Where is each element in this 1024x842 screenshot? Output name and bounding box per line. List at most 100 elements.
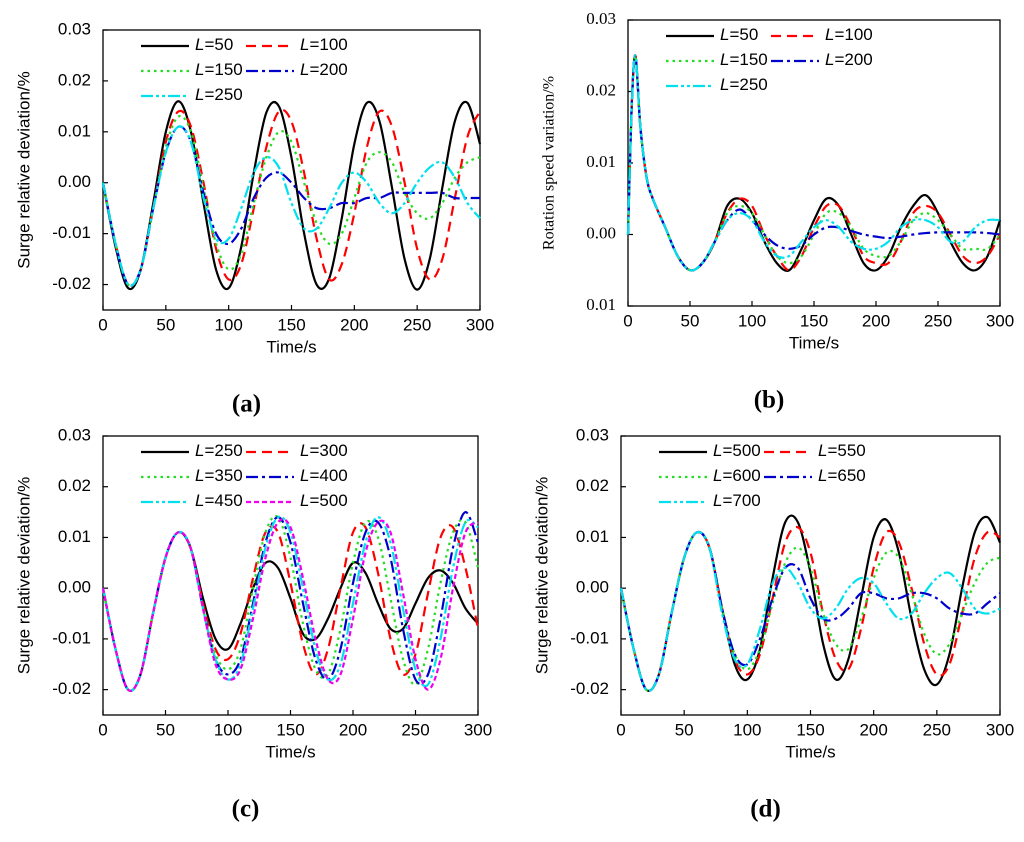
y-tick-label: 0.03 [58, 19, 91, 38]
legend-label: L=100 [300, 35, 348, 54]
x-tick-label: 200 [859, 720, 887, 739]
y-tick-label: 0.03 [576, 425, 609, 444]
x-tick-label: 50 [681, 311, 700, 330]
legend-label: L=450 [195, 491, 243, 510]
y-tick-label: 0.03 [586, 9, 616, 28]
y-tick-label: -0.02 [52, 679, 91, 698]
y-axis-label: Rotation speed variation/% [541, 76, 558, 250]
x-tick-label: 100 [214, 720, 242, 739]
plot-frame [627, 19, 1001, 307]
x-tick-label: 50 [675, 720, 694, 739]
y-tick-label: -0.01 [52, 628, 91, 647]
y-tick-label: 0.01 [586, 295, 616, 314]
x-tick-label: 250 [401, 720, 429, 739]
panel-label: (a) [232, 391, 261, 418]
y-tick-label: 0.03 [58, 425, 91, 444]
legend-label: L=400 [300, 466, 348, 485]
x-tick-label: 300 [466, 315, 494, 334]
x-tick-label: 150 [796, 720, 824, 739]
panel: 0.03 0.02 0.01 0.00 0.01 0 50 100 150 200 250 300 Ti… [541, 9, 1015, 414]
x-tick-label: 250 [923, 720, 951, 739]
x-tick-label: 100 [738, 311, 766, 330]
plot-frame [102, 435, 479, 716]
panel: 0.03 0.02 0.01 0.00 -0.01 -0.02 0 50 100 150 200 25… [14, 19, 494, 417]
x-tick-label: 50 [156, 315, 175, 334]
x-tick-label: 300 [986, 311, 1014, 330]
legend-label: L=200 [825, 50, 873, 69]
series-line [101, 125, 481, 287]
y-tick-label: -0.02 [52, 274, 91, 293]
legend-label: L=700 [713, 491, 761, 510]
x-tick-label: 0 [98, 720, 107, 739]
y-tick-label: 0.02 [58, 70, 91, 89]
series-line [619, 530, 1001, 692]
panel-label: (d) [750, 796, 781, 823]
y-tick-label: -0.01 [570, 628, 609, 647]
y-tick-label: 0.00 [58, 172, 91, 191]
legend-label: L=250 [195, 441, 243, 460]
series-line [626, 54, 1002, 272]
x-tick-label: 150 [276, 720, 304, 739]
series-line [101, 522, 480, 692]
y-tick-label: 0.00 [58, 578, 91, 597]
legend-label: L=100 [825, 25, 873, 44]
legend-label: L=50 [195, 35, 233, 54]
legend-label: L=550 [818, 441, 866, 460]
x-tick-label: 250 [403, 315, 431, 334]
legend-label: L=650 [818, 466, 866, 485]
y-tick-label: 0.00 [586, 223, 616, 242]
x-tick-label: 50 [156, 720, 175, 739]
y-tick-label: 0.02 [58, 476, 91, 495]
x-tick-label: 200 [340, 315, 368, 334]
y-tick-label: 0.01 [58, 527, 91, 546]
y-axis-label: Surge relative deviation/% [532, 477, 551, 675]
panel: 0.03 0.02 0.01 0.00 -0.01 -0.02 0 50 100 150 200 25… [14, 425, 492, 822]
x-tick-label: 0 [616, 720, 625, 739]
series-line [101, 114, 481, 287]
series-line [626, 54, 1001, 272]
x-tick-label: 200 [339, 720, 367, 739]
panel: 0.03 0.02 0.01 0.00 -0.01 -0.02 0 50 100 150 200 25… [532, 425, 1014, 822]
x-tick-label: 100 [733, 720, 761, 739]
x-axis-label: Time/s [266, 337, 316, 356]
y-axis-label: Surge relative deviation/% [14, 477, 33, 675]
y-tick-label: -0.01 [52, 223, 91, 242]
legend-label: L=500 [300, 491, 348, 510]
x-tick-label: 100 [214, 315, 242, 334]
legend-label: L=250 [720, 75, 768, 94]
series-line [626, 54, 1001, 272]
series-line [101, 108, 481, 287]
legend-label: L=500 [713, 441, 761, 460]
y-tick-label: 0.02 [586, 80, 616, 99]
series-line [101, 531, 479, 692]
series-line [101, 515, 479, 692]
x-tick-label: 300 [464, 720, 492, 739]
y-axis-label: Surge relative deviation/% [14, 71, 33, 269]
x-tick-label: 150 [277, 315, 305, 334]
series-line [626, 54, 1001, 272]
x-axis-label: Time/s [789, 333, 839, 352]
panel-label: (b) [754, 387, 785, 414]
x-tick-label: 250 [924, 311, 952, 330]
legend-label: L=250 [195, 85, 243, 104]
legend-label: L=300 [300, 441, 348, 460]
legend-label: L=600 [713, 466, 761, 485]
legend-label: L=350 [195, 466, 243, 485]
panel-label: (c) [232, 796, 260, 823]
x-tick-label: 150 [800, 311, 828, 330]
x-tick-label: 0 [98, 315, 107, 334]
x-tick-label: 300 [986, 720, 1014, 739]
series-line [101, 125, 480, 287]
x-tick-label: 200 [862, 311, 890, 330]
series-line [101, 518, 479, 692]
legend-label: L=200 [300, 60, 348, 79]
series-line [101, 100, 482, 291]
y-tick-label: 0.01 [586, 152, 616, 171]
y-tick-label: 0.01 [58, 121, 91, 140]
x-axis-label: Time/s [265, 742, 315, 761]
x-tick-label: 0 [623, 311, 632, 330]
y-tick-label: 0.01 [576, 527, 609, 546]
y-tick-label: -0.02 [570, 679, 609, 698]
legend-label: L=150 [195, 60, 243, 79]
